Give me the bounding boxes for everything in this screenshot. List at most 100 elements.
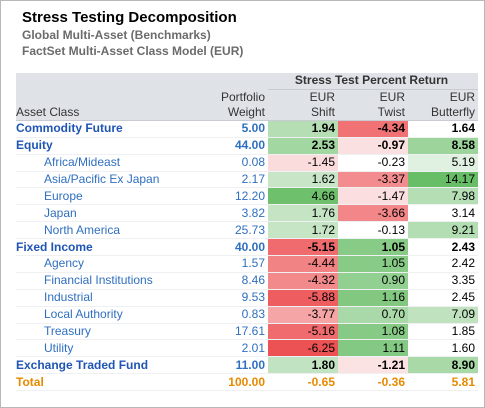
report-subtitle-benchmark: Global Multi-Asset (Benchmarks)	[22, 28, 211, 42]
weight-cell: 3.82	[192, 204, 268, 223]
eur-shift-cell: -6.25	[268, 339, 338, 358]
eur-butterfly-cell: 5.19	[408, 154, 479, 172]
weight-cell: 5.00	[192, 119, 268, 138]
asset-class-cell[interactable]: Equity	[16, 137, 192, 155]
column-header-row: Asset Class Portfolio Weight EUR Shift EUR…	[16, 89, 479, 121]
weight-cell: 100.00	[192, 373, 268, 392]
asset-class-cell[interactable]: Agency	[16, 255, 192, 273]
eur-shift-cell: 1.72	[268, 221, 338, 240]
asset-class-cell[interactable]: Treasury	[16, 323, 192, 341]
eur-shift-cell: 4.66	[268, 187, 338, 206]
eur-twist-cell: -1.47	[338, 187, 408, 206]
table-row[interactable]: Financial Institutions 8.46 -4.32 0.90 3.35	[16, 272, 479, 290]
asset-class-cell[interactable]: Total	[16, 373, 192, 392]
table-row[interactable]: Asia/Pacific Ex Japan 2.17 1.62 -3.37 14.17	[16, 171, 479, 189]
table-row[interactable]: Industrial 9.53 -5.88 1.16 2.45	[16, 289, 479, 307]
col-header-eur-shift[interactable]: EUR Shift	[268, 89, 338, 121]
table-row[interactable]: Local Authority 0.83 -3.77 0.70 7.09	[16, 306, 479, 324]
eur-butterfly-cell: 1.85	[408, 323, 479, 341]
eur-butterfly-cell: 8.90	[408, 356, 479, 375]
eur-butterfly-cell: 2.42	[408, 255, 479, 273]
asset-class-cell[interactable]: Europe	[16, 187, 192, 206]
eur-butterfly-cell: 5.81	[408, 373, 479, 392]
report-header: Stress Testing Decomposition Global Mult…	[22, 9, 243, 59]
eur-twist-cell: 0.70	[338, 306, 408, 324]
eur-twist-cell: 1.05	[338, 255, 408, 273]
eur-shift-cell: 1.62	[268, 171, 338, 189]
asset-class-cell[interactable]: Industrial	[16, 289, 192, 307]
weight-cell: 1.57	[192, 255, 268, 273]
table-row[interactable]: Exchange Traded Fund 11.00 1.80 -1.21 8.90	[16, 356, 479, 375]
table-row[interactable]: Treasury 17.61 -5.16 1.08 1.85	[16, 323, 479, 341]
report-title: Stress Testing Decomposition	[22, 9, 237, 26]
col-header-asset-class[interactable]: Asset Class	[16, 89, 192, 121]
eur-shift-cell: -5.88	[268, 289, 338, 307]
group-header-stress-test: Stress Test Percent Return	[268, 73, 479, 90]
table-row[interactable]: Agency 1.57 -4.44 1.05 2.42	[16, 255, 479, 273]
group-header-row: Stress Test Percent Return	[16, 73, 479, 90]
table-row[interactable]: Europe 12.20 4.66 -1.47 7.98	[16, 187, 479, 206]
eur-shift-cell: -4.44	[268, 255, 338, 273]
table-row[interactable]: Total 100.00 -0.65 -0.36 5.81	[16, 373, 479, 392]
table-row[interactable]: North America 25.73 1.72 -0.13 9.21	[16, 221, 479, 240]
eur-shift-cell: -0.65	[268, 373, 338, 392]
eur-shift-cell: 1.76	[268, 204, 338, 223]
asset-class-cell[interactable]: Japan	[16, 204, 192, 223]
eur-shift-cell: 1.80	[268, 356, 338, 375]
table-row[interactable]: Equity 44.00 2.53 -0.97 8.58	[16, 137, 479, 155]
eur-twist-cell: -0.23	[338, 154, 408, 172]
eur-butterfly-cell: 2.43	[408, 238, 479, 257]
asset-class-cell[interactable]: Local Authority	[16, 306, 192, 324]
eur-twist-cell: 1.16	[338, 289, 408, 307]
table-row[interactable]: Japan 3.82 1.76 -3.66 3.14	[16, 204, 479, 223]
eur-shift-cell: -4.32	[268, 272, 338, 290]
weight-cell: 44.00	[192, 137, 268, 155]
eur-shift-cell: -5.16	[268, 323, 338, 341]
table-row[interactable]: Commodity Future 5.00 1.94 -4.34 1.64	[16, 119, 479, 138]
asset-class-cell[interactable]: Fixed Income	[16, 238, 192, 257]
eur-butterfly-cell: 3.14	[408, 204, 479, 223]
eur-shift-cell: -5.15	[268, 238, 338, 257]
asset-class-cell[interactable]: Exchange Traded Fund	[16, 356, 192, 375]
eur-butterfly-cell: 14.17	[408, 171, 479, 189]
asset-class-cell[interactable]: Utility	[16, 339, 192, 358]
asset-class-cell[interactable]: Asia/Pacific Ex Japan	[16, 171, 192, 189]
asset-class-cell[interactable]: Commodity Future	[16, 119, 192, 138]
eur-twist-cell: -0.13	[338, 221, 408, 240]
eur-butterfly-cell: 9.21	[408, 221, 479, 240]
eur-shift-cell: 1.94	[268, 119, 338, 138]
eur-twist-cell: 1.11	[338, 339, 408, 358]
eur-twist-cell: -4.34	[338, 119, 408, 138]
col-header-eur-butterfly[interactable]: EUR Butterfly	[408, 89, 479, 121]
eur-twist-cell: -3.66	[338, 204, 408, 223]
eur-butterfly-cell: 2.45	[408, 289, 479, 307]
report-subtitle-model: FactSet Multi-Asset Class Model (EUR)	[22, 44, 244, 58]
table-row[interactable]: Africa/Mideast 0.08 -1.45 -0.23 5.19	[16, 154, 479, 172]
weight-cell: 2.01	[192, 339, 268, 358]
col-header-weight[interactable]: Portfolio Weight	[192, 89, 268, 121]
weight-cell: 8.46	[192, 272, 268, 290]
col-header-eur-twist[interactable]: EUR Twist	[338, 89, 408, 121]
weight-cell: 0.08	[192, 154, 268, 172]
weight-cell: 0.83	[192, 306, 268, 324]
eur-twist-cell: -1.21	[338, 356, 408, 375]
eur-butterfly-cell: 3.35	[408, 272, 479, 290]
asset-class-cell[interactable]: Africa/Mideast	[16, 154, 192, 172]
weight-cell: 17.61	[192, 323, 268, 341]
weight-cell: 9.53	[192, 289, 268, 307]
eur-butterfly-cell: 7.98	[408, 187, 479, 206]
eur-shift-cell: -1.45	[268, 154, 338, 172]
eur-twist-cell: 0.90	[338, 272, 408, 290]
eur-butterfly-cell: 1.64	[408, 119, 479, 138]
table-row[interactable]: Utility 2.01 -6.25 1.11 1.60	[16, 339, 479, 358]
table-row[interactable]: Fixed Income 40.00 -5.15 1.05 2.43	[16, 238, 479, 257]
weight-cell: 2.17	[192, 171, 268, 189]
weight-cell: 25.73	[192, 221, 268, 240]
eur-twist-cell: -0.36	[338, 373, 408, 392]
eur-shift-cell: -3.77	[268, 306, 338, 324]
asset-class-cell[interactable]: North America	[16, 221, 192, 240]
asset-class-cell[interactable]: Financial Institutions	[16, 272, 192, 290]
eur-butterfly-cell: 7.09	[408, 306, 479, 324]
weight-cell: 40.00	[192, 238, 268, 257]
